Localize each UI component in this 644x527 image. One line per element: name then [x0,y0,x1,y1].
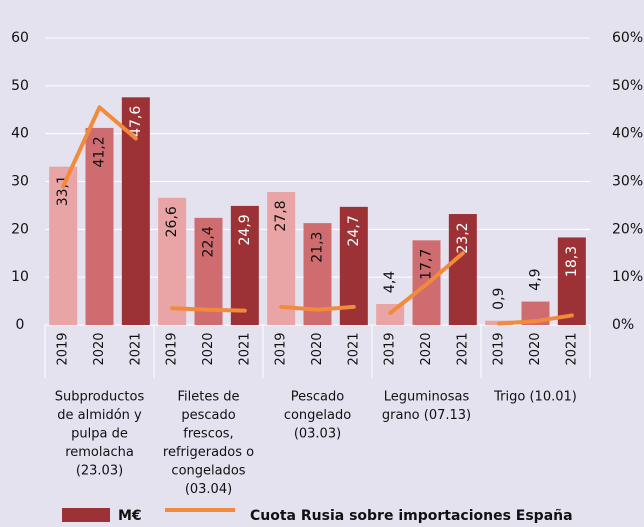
group-label: (23.03) [76,464,123,479]
value-label: 26,6 [164,206,180,237]
x-tick-label: 2020 [528,332,543,365]
y-tick-label: 40 [11,126,29,142]
bar [557,237,586,325]
bar [85,127,114,325]
legend-swatch [62,508,110,522]
x-tick-label: 2020 [201,332,216,365]
value-label: 41,2 [92,136,108,167]
y2-tick-label: 20% [612,221,643,237]
x-tick-label: 2019 [56,332,71,365]
group-label: Leguminosas [384,390,470,405]
x-tick-label: 2020 [419,332,434,365]
bar [230,205,259,325]
group-label: pulpa de [71,427,128,442]
value-label: 27,8 [273,200,289,231]
group-label: congelados [171,464,245,479]
x-tick-label: 2019 [383,332,398,365]
value-label: 0,9 [491,288,507,310]
y2-tick-label: 40% [612,126,643,142]
group-label: Pescado [291,390,345,405]
value-label: 17,7 [419,249,435,280]
group-label: pescado [181,408,235,423]
group-label: Trigo (10.01) [493,390,577,405]
share-line [170,306,247,313]
group-label: (03.04) [185,482,232,497]
x-tick-label: 2019 [492,332,507,365]
x-tick-label: 2020 [92,332,107,365]
share-line [388,251,465,316]
legend-label: Cuota Rusia sobre importaciones España [250,508,573,524]
y-tick-label: 30 [11,174,29,190]
y-tick-label: 0 [16,317,25,333]
x-tick-label: 2019 [274,332,289,365]
group-label: (03.03) [294,427,341,442]
x-tick-label: 2021 [564,332,579,365]
y-tick-label: 10 [11,269,29,285]
bar [267,192,296,325]
value-label: 21,3 [310,232,326,263]
group-label: Filetes de [177,390,239,405]
y2-tick-label: 50% [612,78,643,94]
value-label: 4,9 [528,268,544,290]
share-line [279,304,356,312]
y-tick-label: 20 [11,221,29,237]
value-label: 24,9 [237,214,253,245]
y2-tick-label: 60% [612,30,643,46]
y2-tick-label: 30% [612,174,643,190]
value-label: 23,2 [455,222,471,253]
group-label: remolacha [65,445,134,460]
y2-tick-label: 0% [612,317,634,333]
group-label: de almidón y [57,408,142,423]
x-tick-label: 2021 [237,332,252,365]
value-label: 24,7 [346,215,362,246]
y-tick-label: 50 [11,78,29,94]
group-label: grano (07.13) [382,408,471,423]
x-tick-label: 2021 [346,332,361,365]
group-label: frescos, [183,427,233,442]
bar [49,166,78,325]
legend-label: M€ [118,508,142,524]
bar [448,214,477,325]
value-label: 22,4 [201,226,217,257]
x-tick-label: 2021 [455,332,470,365]
bar [194,217,223,325]
value-label: 4,4 [382,271,398,293]
bar [158,197,187,325]
value-label: 47,6 [128,106,144,137]
share-line [497,313,574,326]
x-tick-label: 2021 [128,332,143,365]
share-line [61,105,138,189]
value-label: 33,1 [55,175,71,206]
group-label: Subproductos [55,390,145,405]
y-tick-label: 60 [11,30,29,46]
x-tick-label: 2019 [165,332,180,365]
value-label: 18,3 [564,246,580,277]
group-label: congelado [284,408,351,423]
bar [121,97,150,326]
y2-tick-label: 10% [612,269,643,285]
group-label: refrigerados o [163,445,254,460]
x-tick-label: 2020 [310,332,325,365]
